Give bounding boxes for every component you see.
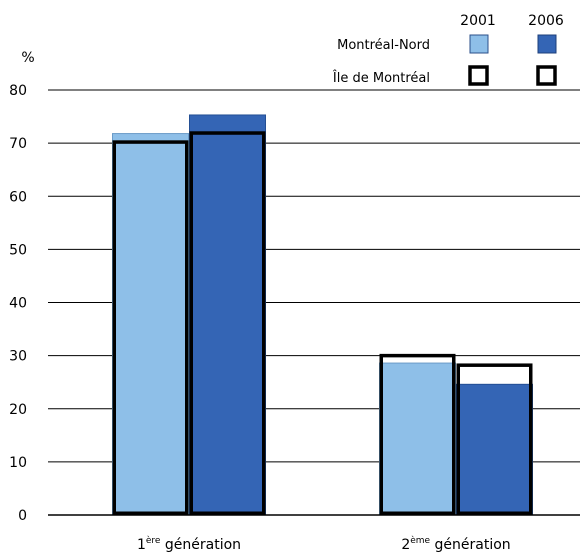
bars (112, 114, 533, 516)
y-tick-label-0: 0 (18, 508, 27, 524)
legend-swatch-ile-de-montreal-2006 (536, 65, 557, 86)
bar-montreal-nord-2006-cat2 (456, 383, 533, 516)
legend-year-2001: 2001 (460, 13, 496, 29)
y-tick-label-30: 30 (9, 349, 27, 365)
y-tick-label-40: 40 (9, 296, 27, 312)
outline-bar-ile-de-montreal-2001-cat2 (379, 353, 456, 515)
x-tick-label-cat2: 2ème génération (401, 535, 510, 553)
y-tick-labels: 0 10 20 30 40 50 60 70 80 (9, 83, 27, 524)
outline-bar-ile-de-montreal-2006-cat1 (189, 131, 266, 515)
y-axis-label: % (21, 50, 34, 66)
legend-label-ile-de-montreal: Île de Montréal (332, 70, 430, 86)
y-tick-label-80: 80 (9, 83, 27, 99)
y-tick-label-10: 10 (9, 455, 27, 471)
outline-bar-ile-de-montreal-2001-cat1 (112, 140, 189, 515)
y-tick-label-20: 20 (9, 402, 27, 418)
bar-montreal-nord-2006-cat1 (189, 114, 266, 516)
x-tick-labels: 1ère génération 2ème génération (137, 535, 511, 553)
y-tick-label-70: 70 (9, 136, 27, 152)
legend-swatch-ile-de-montreal-2001 (468, 65, 489, 86)
legend-year-2006: 2006 (528, 13, 564, 29)
legend-swatch-montreal-nord-2001 (469, 34, 489, 54)
x-tick-label-cat1: 1ère génération (137, 535, 241, 553)
legend-swatch-montreal-nord-2006 (537, 34, 557, 54)
y-tick-label-50: 50 (9, 242, 27, 258)
y-tick-label-60: 60 (9, 189, 27, 205)
bar-montreal-nord-2001-cat2 (379, 362, 456, 516)
legend-label-montreal-nord: Montréal-Nord (337, 38, 430, 53)
bar-montreal-nord-2001-cat1 (112, 133, 189, 516)
outline-bar-ile-de-montreal-2006-cat2 (456, 363, 533, 515)
legend: 2001 2006 Montréal-Nord Île de Montréal (332, 13, 564, 86)
outline-bars (112, 131, 533, 515)
